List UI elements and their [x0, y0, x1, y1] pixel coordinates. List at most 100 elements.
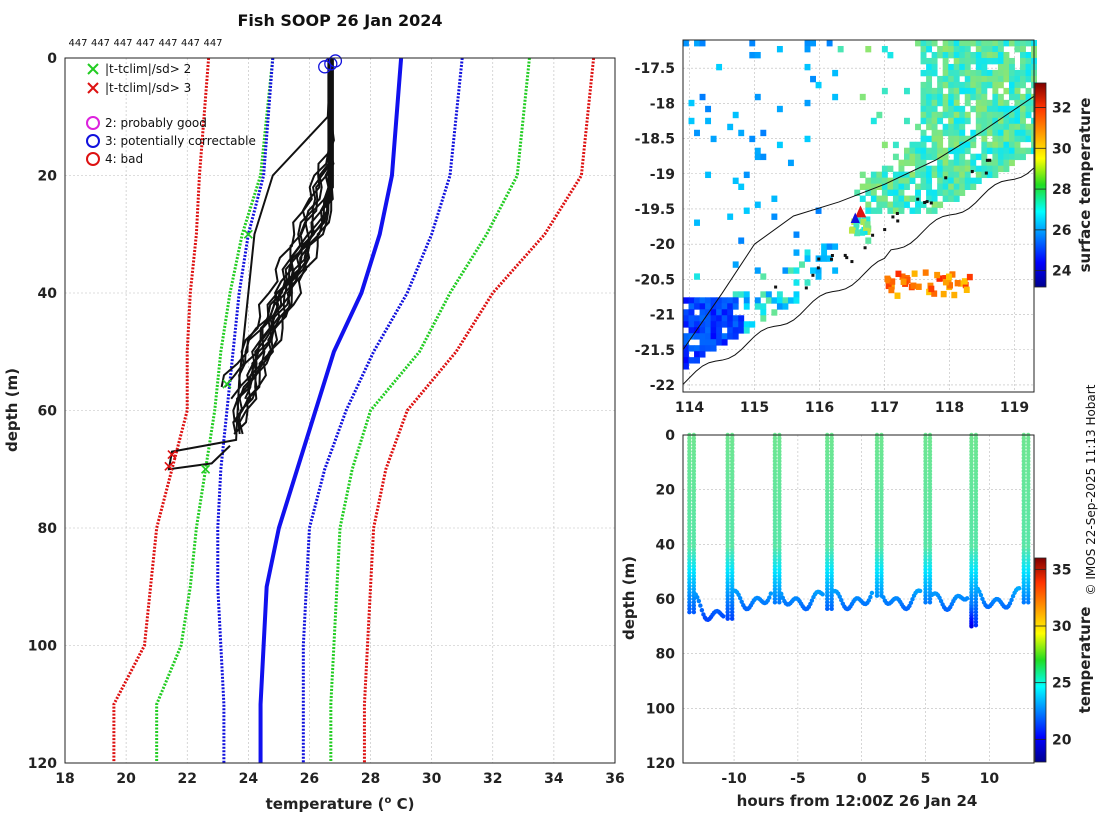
depth-point: [691, 573, 697, 579]
depth-point: [927, 600, 933, 605]
sst-cell: [937, 99, 944, 107]
depth-point: [777, 511, 782, 516]
depth-point: [777, 531, 782, 536]
sst-cell: [865, 189, 872, 196]
depth-point: [973, 603, 979, 608]
time-y-tick-label: 0: [665, 428, 675, 444]
sst-cell: [1008, 135, 1015, 143]
sst-cell: [864, 228, 871, 235]
sst-cell: [920, 51, 927, 59]
sst-cell: [964, 111, 971, 119]
depth-point: [777, 459, 782, 464]
depth-point: [874, 527, 880, 533]
depth-point: [874, 560, 880, 566]
time-x-label: hours from 12:00Z 26 Jan 24: [737, 792, 978, 810]
sst-cell: [1020, 40, 1026, 47]
sst-cell: [948, 129, 955, 137]
depth-point: [729, 482, 735, 487]
depth-point: [725, 537, 730, 543]
sst-cell: [754, 93, 761, 101]
depth-point: [923, 485, 928, 490]
sst-cell: [859, 171, 866, 179]
depth-point: [725, 478, 730, 484]
depth-point: [969, 531, 974, 536]
depth-point: [725, 514, 730, 520]
depth-point: [777, 583, 782, 589]
time-y-tick-label: 20: [656, 483, 676, 499]
legend-circle-icon: [86, 152, 100, 166]
sst-cell: [721, 333, 728, 340]
legend-label: 3: potentially correctable: [105, 134, 256, 148]
island-dot: [923, 200, 927, 204]
sst-cell: [975, 51, 982, 59]
depth-point: [973, 613, 979, 618]
depth-point: [825, 478, 830, 484]
depth-point: [825, 570, 830, 575]
depth-point: [874, 488, 880, 493]
sst-cell: [1025, 135, 1032, 143]
depth-point: [772, 541, 778, 546]
island-dot: [871, 233, 875, 237]
sst-cell: [776, 141, 783, 149]
copyright-text: © IMOS 22-Sep-2025 11:13 Hobart: [1084, 384, 1098, 595]
sst-cell: [865, 45, 872, 53]
sst-cell: [981, 147, 988, 155]
sst-cell: [892, 201, 899, 208]
depth-point: [729, 554, 735, 559]
depth-point: [969, 524, 974, 530]
depth-point: [969, 570, 974, 575]
sst-cell: [904, 276, 911, 284]
depth-point: [923, 518, 928, 523]
depth-point: [1021, 445, 1026, 451]
profile-x-label: temperature (o C): [266, 795, 415, 813]
sst-cell: [926, 177, 933, 185]
depth-point: [829, 531, 834, 536]
depth-point: [691, 449, 697, 454]
sst-cell: [926, 189, 933, 196]
sst-cell: [937, 159, 944, 167]
depth-point: [969, 445, 974, 451]
sst-cell: [804, 40, 811, 47]
legend-label: |t-tclim|/sd> 2: [105, 62, 191, 76]
depth-point: [969, 501, 974, 507]
depth-point: [725, 508, 730, 513]
sst-cell: [959, 159, 966, 167]
sst-cell: [1008, 129, 1015, 137]
depth-point: [698, 603, 703, 608]
depth-point: [1026, 475, 1031, 480]
depth-point: [923, 547, 928, 552]
sst-cell: [997, 165, 1004, 173]
sst-cell: [865, 177, 872, 185]
depth-point: [777, 564, 782, 569]
depth-point: [923, 570, 928, 575]
sst-cell: [804, 63, 811, 71]
sst-cell: [915, 183, 921, 190]
depth-point: [973, 436, 979, 441]
depth-point: [927, 445, 933, 451]
depth-point: [969, 580, 974, 585]
legend-circle-icon: [86, 134, 100, 148]
sst-cell: [699, 321, 706, 328]
depth-point: [729, 514, 735, 520]
depth-point: [1021, 573, 1026, 579]
depth-point: [825, 521, 830, 526]
depth-point: [927, 459, 933, 464]
depth-point: [725, 485, 730, 490]
depth-point: [725, 459, 730, 464]
depth-point: [829, 583, 834, 589]
depth-point: [969, 462, 974, 467]
sst-cell: [948, 111, 955, 119]
sst-cell: [904, 117, 910, 125]
sst-cell: [892, 153, 899, 161]
depth-point: [874, 459, 880, 464]
depth-point: [1021, 491, 1026, 497]
depth-point: [973, 488, 979, 493]
sst-cell: [904, 171, 910, 179]
sst-cell: [821, 249, 828, 256]
sst-cell: [683, 351, 689, 358]
depth-point: [772, 445, 778, 451]
depth-point: [1021, 557, 1026, 562]
depth-point: [973, 567, 979, 572]
depth-point: [691, 445, 697, 451]
